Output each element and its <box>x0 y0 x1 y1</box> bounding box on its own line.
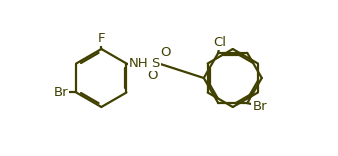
Text: S: S <box>151 57 160 70</box>
Text: Cl: Cl <box>214 36 227 49</box>
Text: O: O <box>160 46 170 59</box>
Text: O: O <box>147 69 158 82</box>
Text: NH: NH <box>129 57 149 70</box>
Text: F: F <box>98 32 105 45</box>
Text: Br: Br <box>252 100 267 112</box>
Text: Br: Br <box>53 86 68 99</box>
